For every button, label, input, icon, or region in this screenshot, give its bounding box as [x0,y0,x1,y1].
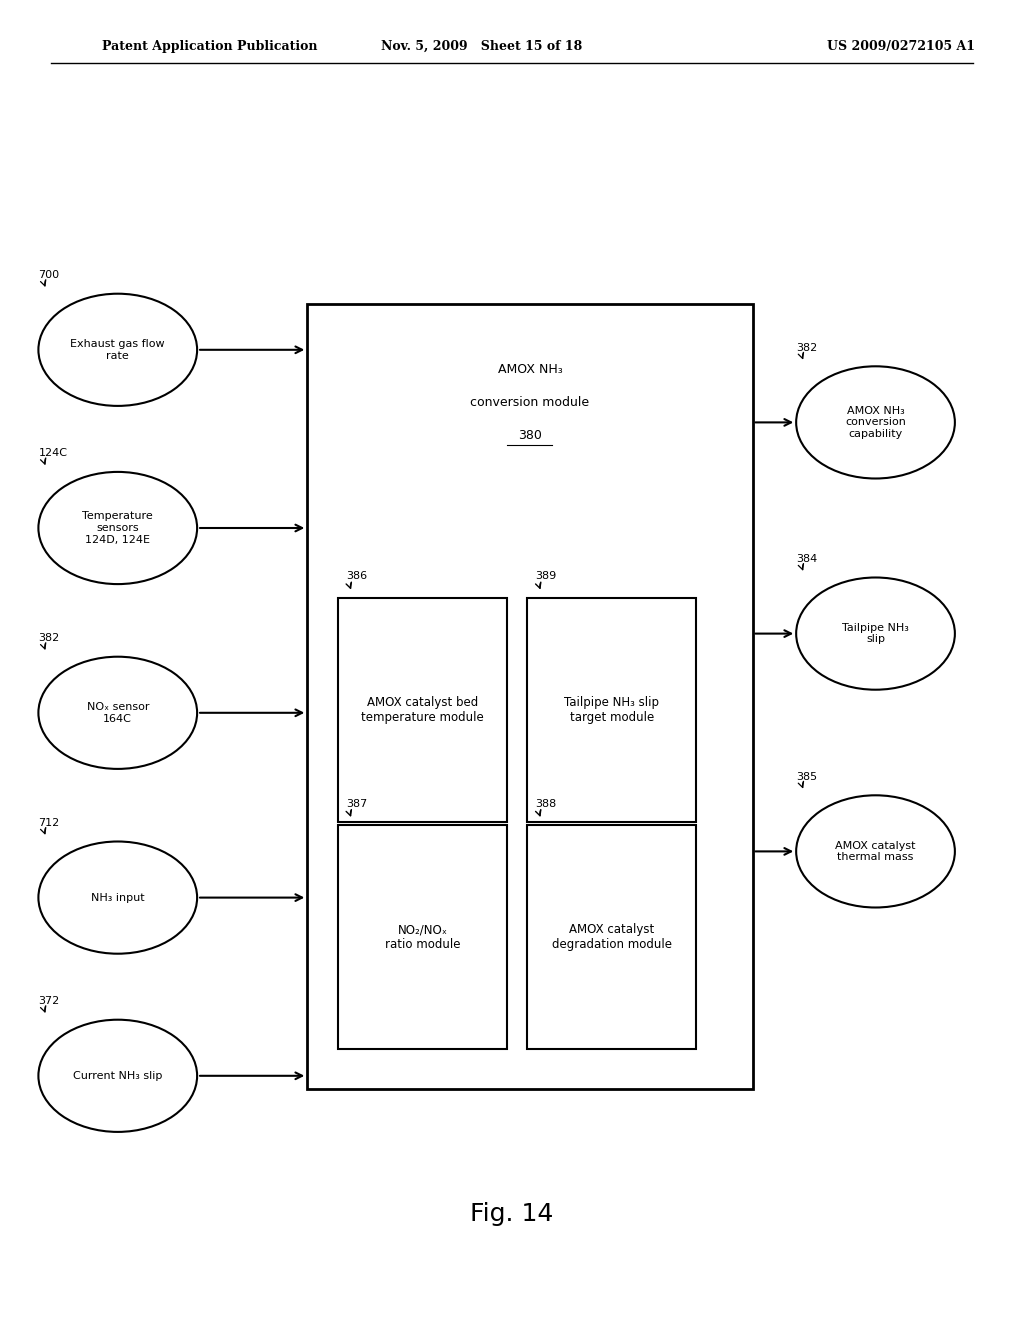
Text: 385: 385 [797,772,817,781]
Bar [338,598,507,822]
Text: Nov. 5, 2009   Sheet 15 of 18: Nov. 5, 2009 Sheet 15 of 18 [381,40,582,53]
Text: US 2009/0272105 A1: US 2009/0272105 A1 [827,40,975,53]
Bar [307,304,753,1089]
Text: 124C: 124C [39,449,68,458]
Ellipse shape [39,471,197,583]
Text: Tailpipe NH₃ slip
target module: Tailpipe NH₃ slip target module [564,696,659,723]
Text: 386: 386 [346,572,368,581]
Ellipse shape [39,656,197,768]
Text: NO₂/NOₓ
ratio module: NO₂/NOₓ ratio module [385,923,460,952]
Text: 382: 382 [39,634,59,643]
Bar [527,825,696,1049]
Text: AMOX catalyst
degradation module: AMOX catalyst degradation module [552,923,672,952]
Text: Fig. 14: Fig. 14 [470,1203,554,1226]
Text: 384: 384 [797,554,817,564]
Text: NH₃ input: NH₃ input [91,892,144,903]
Text: conversion module: conversion module [470,396,590,409]
Ellipse shape [797,578,955,689]
Text: 712: 712 [39,818,59,828]
Bar [338,825,507,1049]
Text: 372: 372 [39,997,59,1006]
Text: AMOX NH₃
conversion
capability: AMOX NH₃ conversion capability [845,405,906,440]
Text: 388: 388 [536,799,557,809]
Text: 387: 387 [346,799,368,809]
Ellipse shape [797,795,955,908]
Text: Exhaust gas flow
rate: Exhaust gas flow rate [71,339,165,360]
Text: 382: 382 [797,343,817,352]
Text: AMOX NH₃: AMOX NH₃ [498,363,562,376]
Bar [527,598,696,822]
Text: Tailpipe NH₃
slip: Tailpipe NH₃ slip [842,623,909,644]
Text: 700: 700 [39,271,59,280]
Text: Patent Application Publication: Patent Application Publication [102,40,317,53]
Ellipse shape [39,1019,197,1133]
Ellipse shape [39,294,197,407]
Ellipse shape [797,366,955,479]
Text: Temperature
sensors
124D, 124E: Temperature sensors 124D, 124E [82,511,154,545]
Ellipse shape [39,842,197,953]
Text: 389: 389 [536,572,557,581]
Text: Current NH₃ slip: Current NH₃ slip [73,1071,163,1081]
Text: 380: 380 [518,429,542,442]
Text: AMOX catalyst bed
temperature module: AMOX catalyst bed temperature module [361,696,483,723]
Text: NOₓ sensor
164C: NOₓ sensor 164C [86,702,150,723]
Text: AMOX catalyst
thermal mass: AMOX catalyst thermal mass [836,841,915,862]
